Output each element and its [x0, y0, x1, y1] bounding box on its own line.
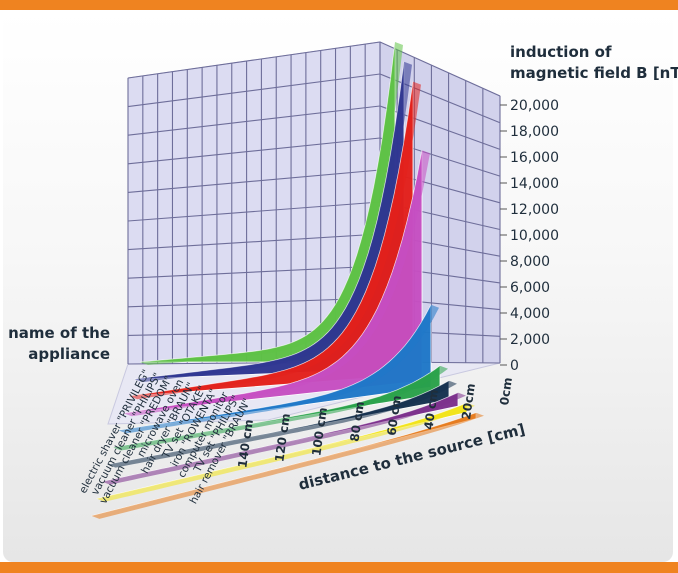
gridline-back-h — [127, 41, 381, 79]
y-tick-label: 10,000 — [510, 228, 559, 244]
x-tick-label: 20cm — [459, 382, 478, 420]
x-tick-label: 0cm — [497, 376, 515, 406]
series-ribbon-edge — [123, 150, 431, 417]
z-axis-title-line1: name of the — [8, 324, 110, 342]
y-tick-label: 14,000 — [510, 176, 559, 192]
series-ribbon-edge — [113, 365, 448, 451]
y-tick-label: 2,000 — [510, 332, 550, 348]
series-ribbon-edge — [96, 402, 476, 502]
y-axis-ticks: 20,000 18,000 16,000 14,000 12,000 10,000 8,00… — [500, 98, 559, 374]
bottom-accent-bar — [0, 562, 678, 573]
gridline-back-h — [127, 73, 381, 108]
x-tick-label: 100 cm — [309, 406, 330, 456]
gridline-back-h — [127, 169, 381, 193]
y-tick-label: 0 — [510, 358, 519, 374]
y-tick-label: 12,000 — [510, 202, 559, 218]
gridline-back-h — [127, 105, 381, 136]
y-tick-label: 18,000 — [510, 124, 559, 140]
y-axis-title-line1: induction of — [510, 43, 612, 61]
gridline-back-h — [127, 137, 381, 165]
series-ribbon-edge — [118, 304, 440, 434]
x-tick-label: 120 cm — [272, 412, 293, 462]
gridline-side-h — [379, 73, 501, 124]
chart-series — [91, 41, 485, 519]
x-tick-label: 60 cm — [384, 394, 404, 436]
x-tick-label: 40 cm — [421, 388, 441, 430]
y-tick-label: 8,000 — [510, 254, 550, 270]
y-tick-label: 6,000 — [510, 280, 550, 296]
x-tick-label: 140 cm — [235, 418, 256, 468]
z-axis-title-line2: appliance — [28, 345, 110, 363]
gridline-back-h — [127, 233, 381, 251]
x-tick-label: 80 cm — [347, 400, 367, 442]
gridline-back-h — [127, 201, 381, 222]
y-axis-title-line2: magnetic field B [nT] — [510, 64, 678, 82]
top-accent-bar — [0, 0, 678, 10]
series-ribbon-edge — [102, 392, 466, 485]
x-axis-ticks: 0cm 20cm 40 cm 60 cm 80 cm 100 cm 120 cm 140 cm — [235, 376, 515, 468]
gridline-back-h — [127, 265, 381, 279]
series-ribbon-edge — [107, 380, 457, 468]
series-ribbon-edge — [91, 412, 485, 519]
y-tick-label: 20,000 — [510, 98, 559, 114]
y-tick-label: 4,000 — [510, 306, 550, 322]
y-tick-label: 16,000 — [510, 150, 559, 166]
